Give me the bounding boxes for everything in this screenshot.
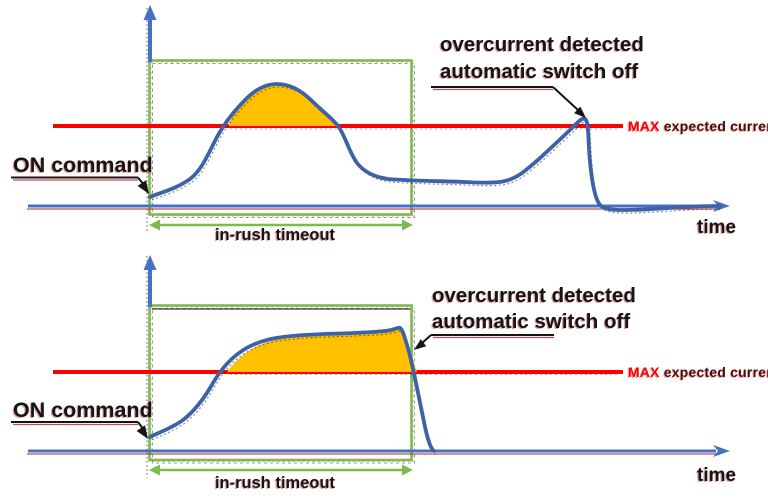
on-command-label: ON command: [13, 153, 153, 177]
inrush-arrowhead-right-icon: [402, 219, 413, 231]
max-label-rest: expected current: [660, 118, 768, 134]
inrush-window-dashed-shadow: [152, 63, 415, 218]
max-current-label: MAX expected current: [628, 118, 768, 134]
inrush-window-box: [148, 304, 413, 462]
max-label-rest: expected current: [660, 364, 768, 380]
on-command-arrowhead-icon: [137, 180, 149, 194]
inrush-timeout-label: in-rush timeout: [215, 474, 336, 492]
overcurrent-annotation-line2: automatic switch off: [440, 60, 638, 83]
inrush-window-red-shadow: [150, 61, 414, 217]
on-command-label: ON command: [13, 398, 153, 422]
inrush-arrowhead-right-icon: [402, 464, 413, 476]
current-curve: [148, 82, 722, 212]
overcurrent-region: [227, 327, 417, 372]
annotation-arrowhead-icon: [574, 106, 586, 118]
max-current-label: MAX expected current: [628, 364, 768, 380]
time-label: time: [697, 465, 736, 486]
y-axis-arrowhead-icon: [143, 255, 157, 270]
overcurrent-annotation-line1: overcurrent detected: [440, 33, 644, 56]
annotation-arrowhead-icon: [414, 339, 427, 350]
annotation-leader: [552, 86, 579, 111]
on-command-arrowhead-icon: [136, 425, 148, 439]
max-label-bold: MAX: [628, 118, 660, 134]
overcurrent-annotation-line1: overcurrent detected: [432, 284, 636, 307]
chart-inrush-persistent-overcurrent: in-rush timeout ON command overcurrent d…: [11, 255, 768, 492]
inrush-window-box: [148, 59, 413, 216]
y-axis-arrowhead-icon: [143, 5, 157, 20]
inrush-arrowhead-left-icon: [149, 219, 160, 231]
chart-inrush-normal: in-rush timeout ON command overcurrent d…: [11, 5, 768, 244]
inrush-timeout-label: in-rush timeout: [215, 226, 336, 244]
overcurrent-annotation-line2: automatic switch off: [432, 310, 630, 333]
inrush-arrowhead-left-icon: [149, 464, 160, 476]
time-axis-arrowhead-icon: [713, 445, 730, 457]
inrush-window-dashed-shadow: [152, 308, 415, 464]
overcurrent-region: [228, 84, 338, 126]
inrush-window-red-shadow: [150, 306, 414, 462]
max-label-bold: MAX: [628, 364, 660, 380]
time-label: time: [697, 217, 736, 238]
